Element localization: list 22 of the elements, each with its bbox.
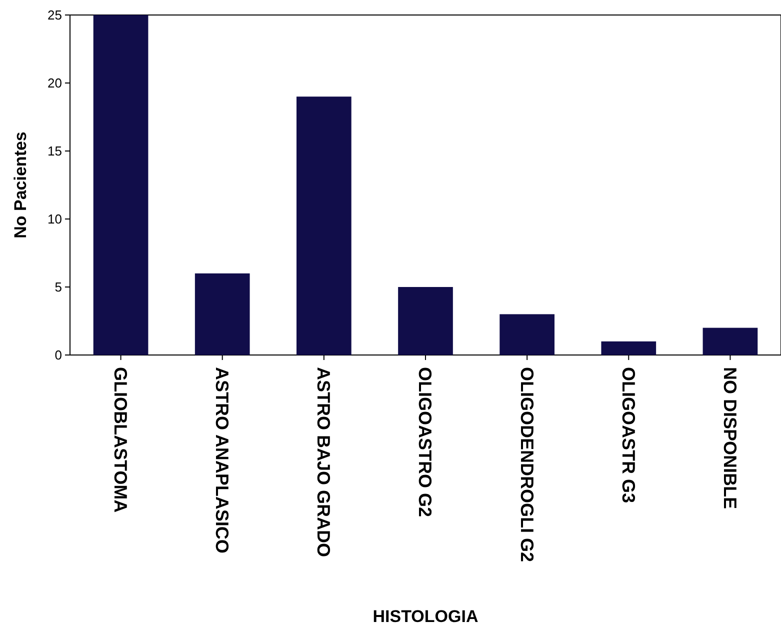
x-tick-label: NO DISPONIBLE bbox=[720, 367, 740, 510]
x-tick-label: ASTRO BAJO GRADO bbox=[314, 367, 334, 558]
y-tick-label: 10 bbox=[48, 212, 62, 227]
y-tick-label: 0 bbox=[54, 348, 62, 363]
x-tick-label: OLIGODENDROGLI G2 bbox=[516, 367, 537, 562]
bar bbox=[702, 328, 758, 355]
y-tick-label: 20 bbox=[48, 76, 62, 91]
y-tick-label: 5 bbox=[54, 280, 62, 295]
bar bbox=[194, 273, 250, 355]
bar bbox=[296, 96, 352, 355]
y-tick-label: 25 bbox=[48, 8, 62, 23]
bar bbox=[601, 341, 656, 355]
x-tick-label: OLIGOASTRO G2 bbox=[415, 367, 436, 518]
x-tick-label: ASTRO ANAPLASICO bbox=[212, 367, 232, 554]
bar bbox=[500, 314, 554, 355]
bar bbox=[398, 287, 453, 355]
bar bbox=[93, 15, 148, 355]
x-tick-label: OLIGOASTR G3 bbox=[618, 367, 638, 504]
y-tick-label: 15 bbox=[48, 144, 62, 159]
x-tick-label: GLIOBLASTOMA bbox=[110, 367, 130, 513]
x-axis-title: HISTOLOGIA bbox=[372, 607, 478, 626]
y-axis-title: No Pacientes bbox=[11, 132, 30, 238]
